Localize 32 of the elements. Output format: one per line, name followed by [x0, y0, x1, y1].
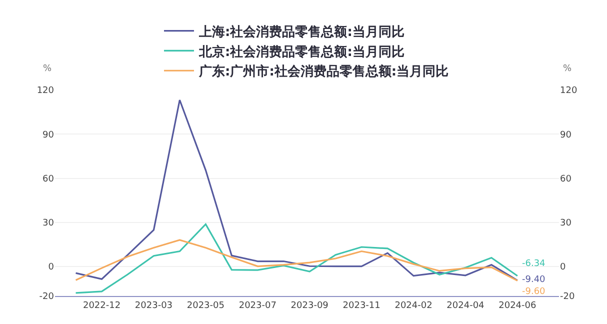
y-tick-label: 90 [42, 130, 54, 140]
line-series [74, 99, 518, 282]
y-axis-title: % [43, 64, 52, 74]
y2-tick-label: 60 [560, 174, 572, 184]
y2-tick-label: -20 [560, 292, 575, 302]
x-tick-label: 2023-09 [290, 300, 329, 311]
x-tick-label: 2023-07 [238, 300, 276, 311]
y2-axis-title: % [563, 64, 572, 74]
x-tick-label: 2023-03 [134, 300, 173, 311]
x-tick-label: 2024-02 [394, 300, 432, 311]
y-tick-label: -20 [39, 292, 54, 302]
x-tick-label: 2024-04 [446, 300, 485, 311]
y2-tick-label: 30 [560, 218, 572, 229]
line-series [74, 239, 518, 282]
y-tick-label: 0 [48, 262, 54, 273]
y2-tick-label: 120 [560, 86, 578, 96]
data-label: -6.34 [522, 259, 546, 269]
x-tick-label: 2022-12 [82, 300, 121, 311]
y-tick-label: 30 [42, 218, 54, 229]
data-label: -9.40 [522, 275, 546, 285]
y-tick-label: 60 [42, 174, 54, 184]
legend-label: 北京:社会消费品零售总额:当月同比 [198, 44, 404, 60]
data-label: -9.60 [522, 287, 546, 297]
line-series [74, 223, 518, 294]
x-tick-label: 2024-06 [498, 300, 537, 311]
x-tick-label: 2023-05 [186, 300, 224, 311]
y-tick-label: 120 [36, 86, 54, 96]
y2-tick-label: 90 [560, 130, 572, 140]
legend-label: 广东:广州市:社会消费品零售总额:当月同比 [198, 64, 449, 80]
legend-label: 上海:社会消费品零售总额:当月同比 [198, 24, 404, 40]
y2-tick-label: 0 [560, 262, 566, 273]
x-tick-label: 2023-11 [342, 300, 380, 311]
